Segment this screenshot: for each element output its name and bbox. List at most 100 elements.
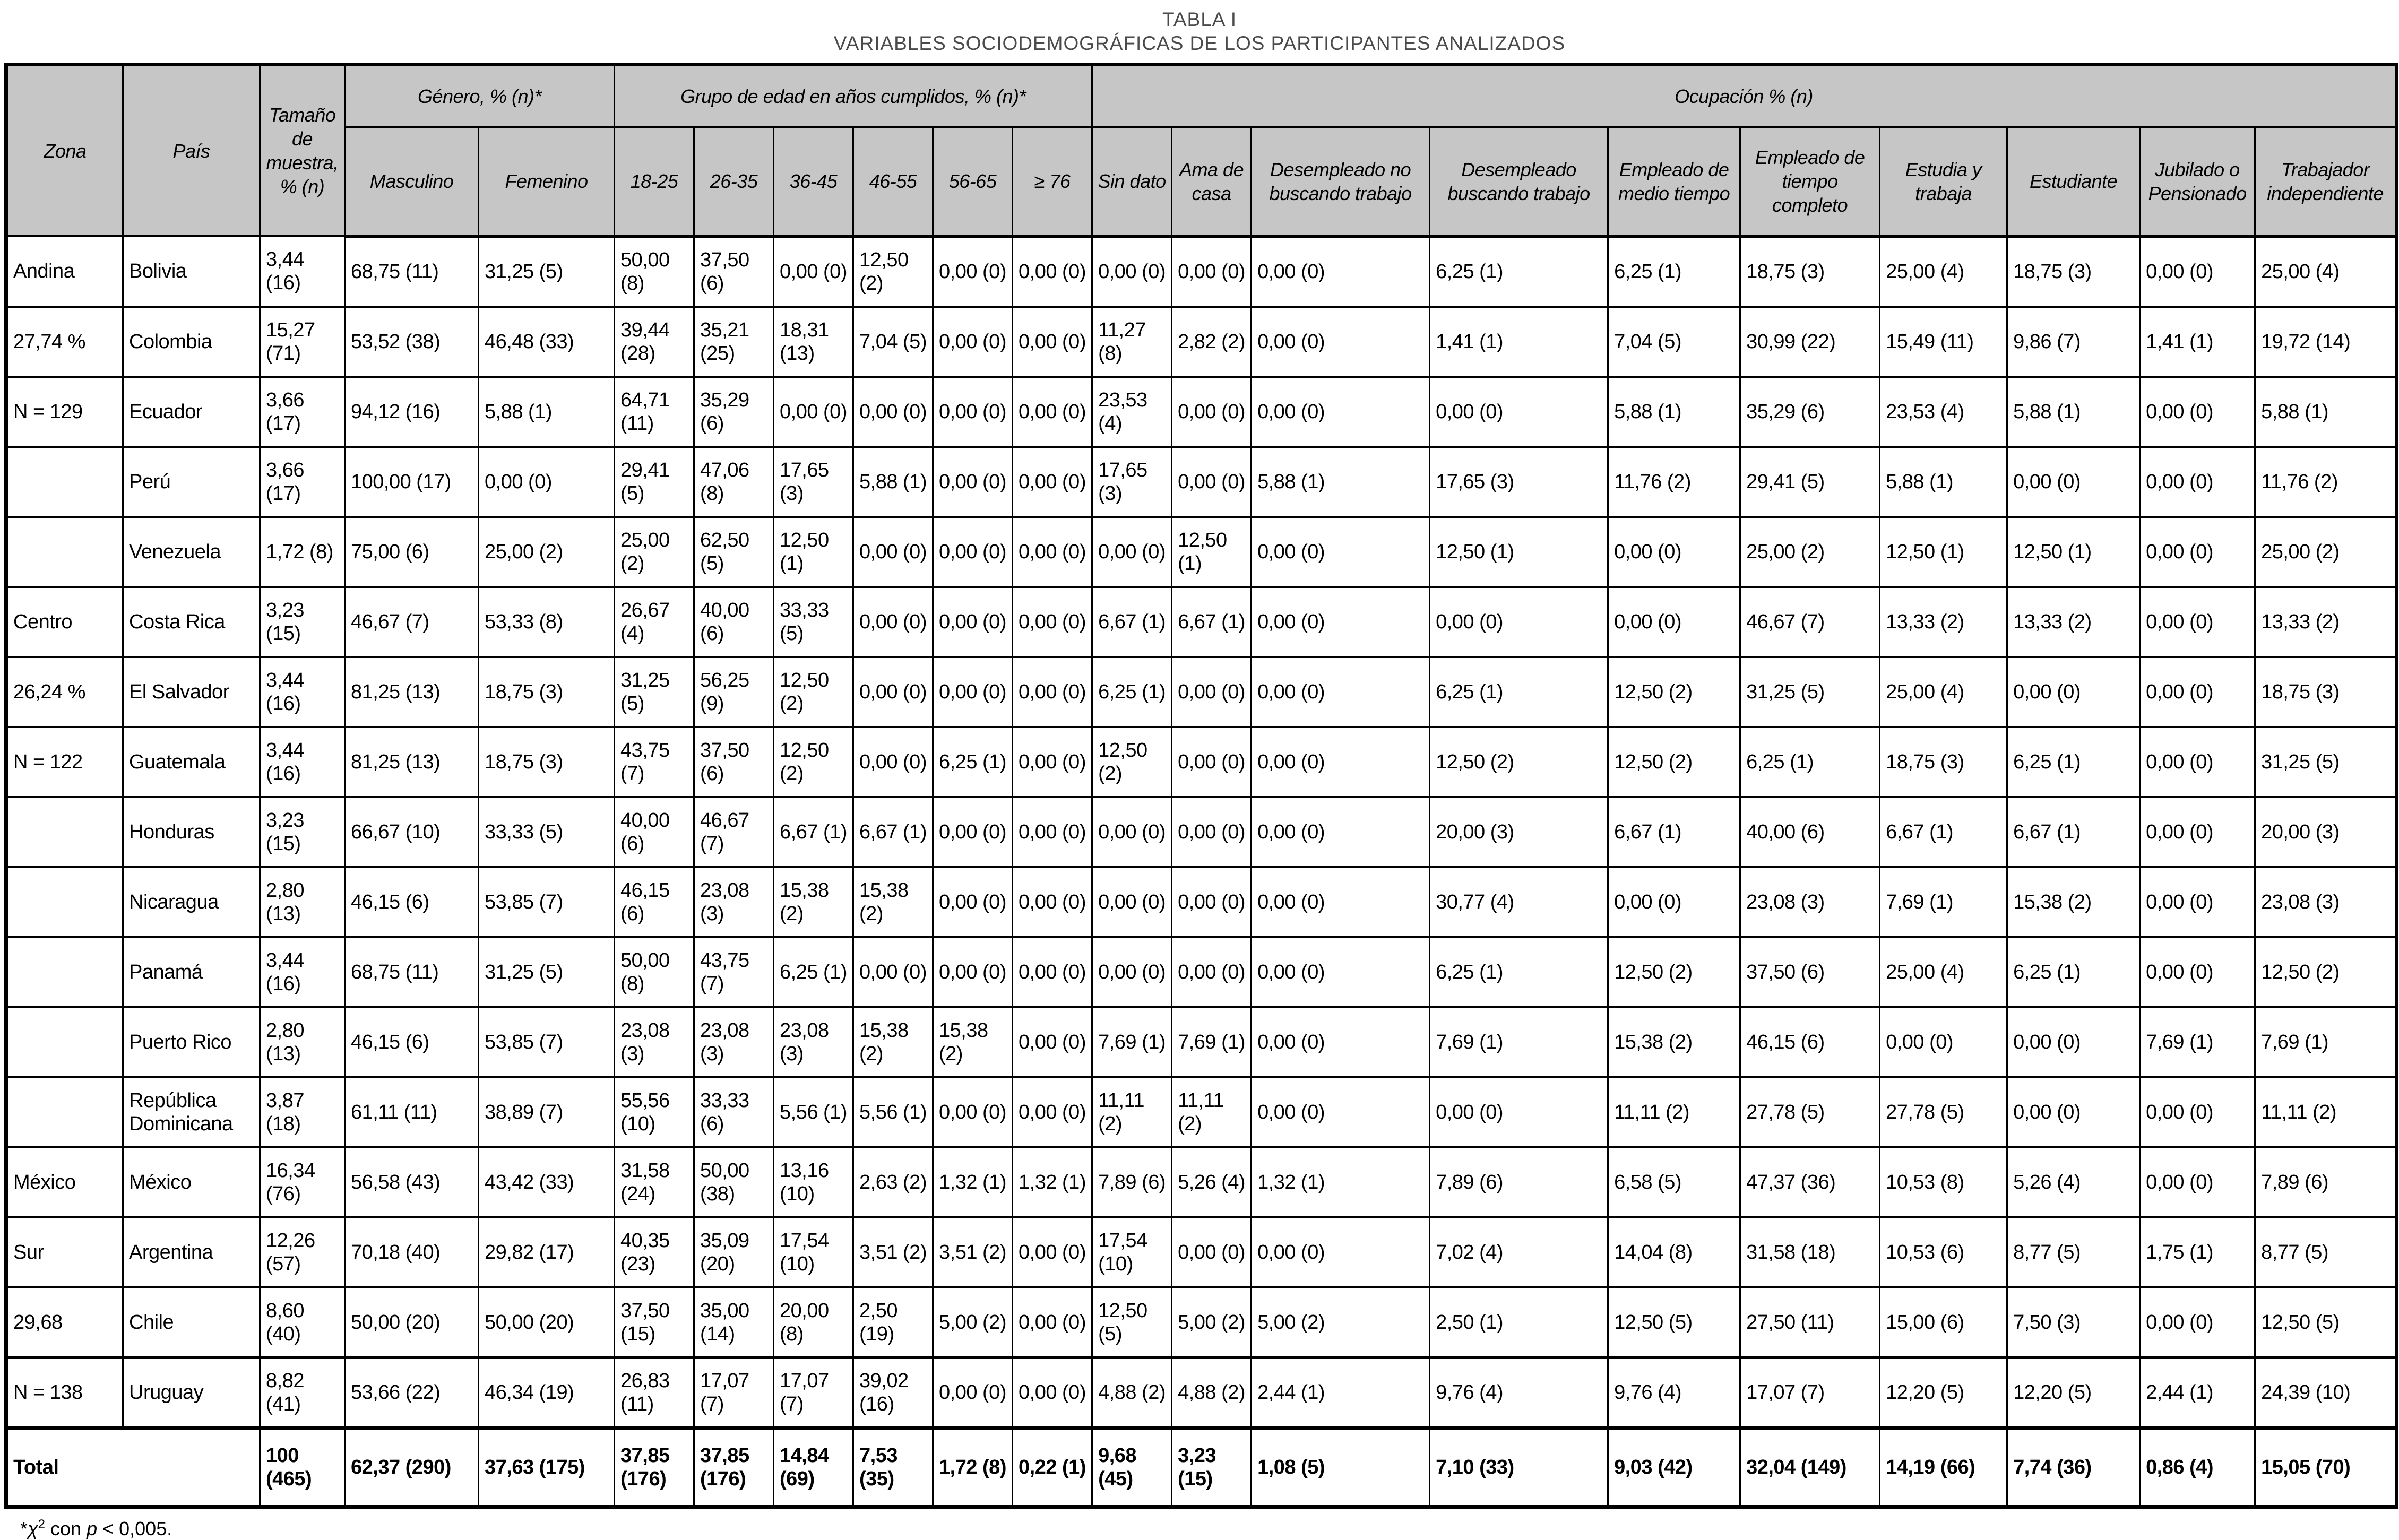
col-header-jubilado-pensionado: Jubilado o Pensionado [2139, 126, 2256, 238]
total-data-cell: 14,19 (66) [1879, 1426, 2008, 1508]
table-title: TABLA I [1162, 8, 1237, 30]
data-cell: 27,50 (11) [1739, 1286, 1881, 1359]
data-cell: 25,00 (2) [614, 515, 695, 588]
data-cell: 6,25 (1) [1429, 235, 1609, 308]
data-cell: 6,25 (1) [932, 725, 1014, 798]
data-cell: 0,00 (0) [1171, 1216, 1253, 1288]
data-cell: 6,67 (1) [1879, 795, 2008, 868]
data-cell: 0,00 (0) [1171, 445, 1253, 518]
data-cell: 0,00 (0) [2006, 655, 2141, 728]
data-cell: 31,58 (24) [614, 1146, 695, 1218]
data-cell: 46,67 (7) [1739, 585, 1881, 658]
col-header-tamano-muestra: Tamaño de muestra, % (n) [259, 63, 346, 237]
data-cell: 70,18 (40) [344, 1216, 479, 1288]
data-cell: 5,56 (1) [852, 1076, 934, 1148]
table-row: Nicaragua 2,80 (13) 46,15 (6) 53,85 (7) 46,1… [5, 866, 2398, 938]
data-cell: 11,11 (2) [1091, 1076, 1173, 1148]
data-cell: 7,04 (5) [1607, 305, 1741, 378]
data-cell: 12,26 (57) [259, 1216, 346, 1288]
data-cell: 18,75 (3) [1739, 235, 1881, 308]
col-header-ama-de-casa: Ama de casa [1171, 126, 1253, 238]
data-cell: 33,33 (5) [773, 585, 855, 658]
data-cell: 12,50 (2) [1429, 725, 1609, 798]
data-cell: 0,00 (0) [1250, 235, 1431, 308]
data-cell: 2,80 (13) [259, 1006, 346, 1078]
data-cell: 0,00 (0) [1171, 725, 1253, 798]
pais-cell: Honduras [122, 795, 261, 868]
data-cell: 12,50 (2) [1607, 725, 1741, 798]
data-cell: 12,50 (1) [2006, 515, 2141, 588]
data-cell: 12,50 (2) [773, 655, 855, 728]
zona-cell: 29,68 [5, 1286, 124, 1359]
data-cell: 2,82 (2) [1171, 305, 1253, 378]
col-header-estudia-y-trabaja: Estudia y trabaja [1879, 126, 2008, 238]
col-header-sin-dato: Sin dato [1091, 126, 1173, 238]
data-cell: 2,50 (1) [1429, 1286, 1609, 1359]
data-cell: 0,00 (0) [932, 305, 1014, 378]
data-cell: 75,00 (6) [344, 515, 479, 588]
total-data-cell: 0,22 (1) [1012, 1426, 1093, 1508]
data-cell: 15,38 (2) [1607, 1006, 1741, 1078]
data-cell: 31,25 (5) [614, 655, 695, 728]
data-cell: 0,00 (0) [1012, 585, 1093, 658]
zona-cell: N = 138 [5, 1356, 124, 1429]
data-cell: 0,00 (0) [2006, 1076, 2141, 1148]
data-cell: 4,88 (2) [1091, 1356, 1173, 1429]
data-cell: 3,51 (2) [852, 1216, 934, 1288]
data-cell: 31,25 (5) [1739, 655, 1881, 728]
data-cell: 29,82 (17) [477, 1216, 616, 1288]
total-data-cell: 3,23 (15) [1171, 1426, 1253, 1508]
data-cell: 10,53 (6) [1879, 1216, 2008, 1288]
data-cell: 62,50 (5) [693, 515, 775, 588]
data-cell: 8,60 (40) [259, 1286, 346, 1359]
data-cell: 26,67 (4) [614, 585, 695, 658]
data-cell: 31,25 (5) [2254, 725, 2398, 798]
total-data-cell: 37,85 (176) [614, 1426, 695, 1508]
col-group-ocupacion: Ocupación % (n) [1091, 63, 2398, 128]
data-cell: 13,16 (10) [773, 1146, 855, 1218]
data-cell: 0,00 (0) [2139, 585, 2256, 658]
data-cell: 0,00 (0) [932, 445, 1014, 518]
footnote-threshold: < 0,005. [97, 1517, 172, 1539]
data-cell: 0,00 (0) [852, 725, 934, 798]
data-cell: 12,50 (1) [773, 515, 855, 588]
footnote-star: * [20, 1517, 28, 1539]
data-cell: 18,75 (3) [477, 725, 616, 798]
total-data-cell: 1,08 (5) [1250, 1426, 1431, 1508]
data-cell: 8,82 (41) [259, 1356, 346, 1429]
data-cell: 15,00 (6) [1879, 1286, 2008, 1359]
data-cell: 0,00 (0) [1012, 725, 1093, 798]
data-cell: 3,23 (15) [259, 795, 346, 868]
data-cell: 0,00 (0) [1012, 1076, 1093, 1148]
data-cell: 0,00 (0) [1091, 515, 1173, 588]
data-cell: 53,52 (38) [344, 305, 479, 378]
data-cell: 27,78 (5) [1879, 1076, 2008, 1148]
data-cell: 46,15 (6) [344, 1006, 479, 1078]
data-cell: 0,00 (0) [1250, 515, 1431, 588]
data-cell: 29,41 (5) [614, 445, 695, 518]
data-cell: 2,44 (1) [2139, 1356, 2256, 1429]
data-cell: 15,38 (2) [852, 1006, 934, 1078]
zona-cell [5, 795, 124, 868]
data-cell: 17,54 (10) [773, 1216, 855, 1288]
data-cell: 20,00 (8) [773, 1286, 855, 1359]
data-cell: 11,76 (2) [1607, 445, 1741, 518]
data-cell: 3,44 (16) [259, 235, 346, 308]
data-cell: 18,75 (3) [2254, 655, 2398, 728]
data-cell: 50,00 (20) [477, 1286, 616, 1359]
data-cell: 15,38 (2) [932, 1006, 1014, 1078]
data-cell: 6,67 (1) [1091, 585, 1173, 658]
data-cell: 29,41 (5) [1739, 445, 1881, 518]
data-cell: 0,00 (0) [932, 936, 1014, 1008]
data-cell: 17,07 (7) [773, 1356, 855, 1429]
data-cell: 7,69 (1) [1879, 866, 2008, 938]
data-cell: 8,77 (5) [2006, 1216, 2141, 1288]
data-cell: 35,29 (6) [693, 375, 775, 448]
pais-cell: Colombia [122, 305, 261, 378]
data-cell: 46,67 (7) [693, 795, 775, 868]
data-cell: 0,00 (0) [2139, 725, 2256, 798]
data-cell: 6,25 (1) [1091, 655, 1173, 728]
data-cell: 30,77 (4) [1429, 866, 1609, 938]
total-data-cell: 1,72 (8) [932, 1426, 1014, 1508]
data-cell: 0,00 (0) [1250, 1006, 1431, 1078]
